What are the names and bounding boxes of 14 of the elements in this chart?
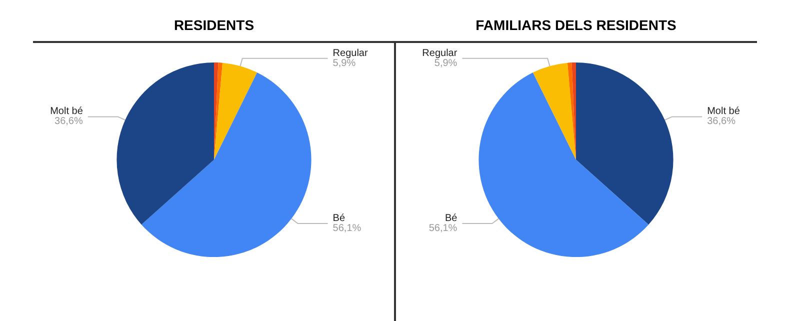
slice-label: Bé xyxy=(444,213,458,224)
data-label: 56,1% xyxy=(332,223,362,234)
slice-label: Molt bé xyxy=(50,106,84,118)
slice-label: Regular xyxy=(332,48,368,59)
data-label: 5,9% xyxy=(434,58,458,69)
chart-title: FAMILIARS DELS RESIDENTS xyxy=(395,0,757,43)
slice-label: Regular xyxy=(422,48,458,59)
slice-label: Molt bé xyxy=(707,106,740,118)
data-label: 36,6% xyxy=(54,116,83,128)
data-label: 56,1% xyxy=(428,223,458,234)
slice-label: Bé xyxy=(332,213,346,224)
data-label: 5,9% xyxy=(332,58,356,69)
chart-title: RESIDENTS xyxy=(33,0,395,43)
data-label: 36,6% xyxy=(707,116,736,128)
